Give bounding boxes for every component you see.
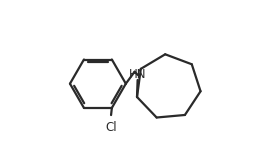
- Text: HN: HN: [129, 68, 147, 81]
- Text: Cl: Cl: [105, 121, 117, 134]
